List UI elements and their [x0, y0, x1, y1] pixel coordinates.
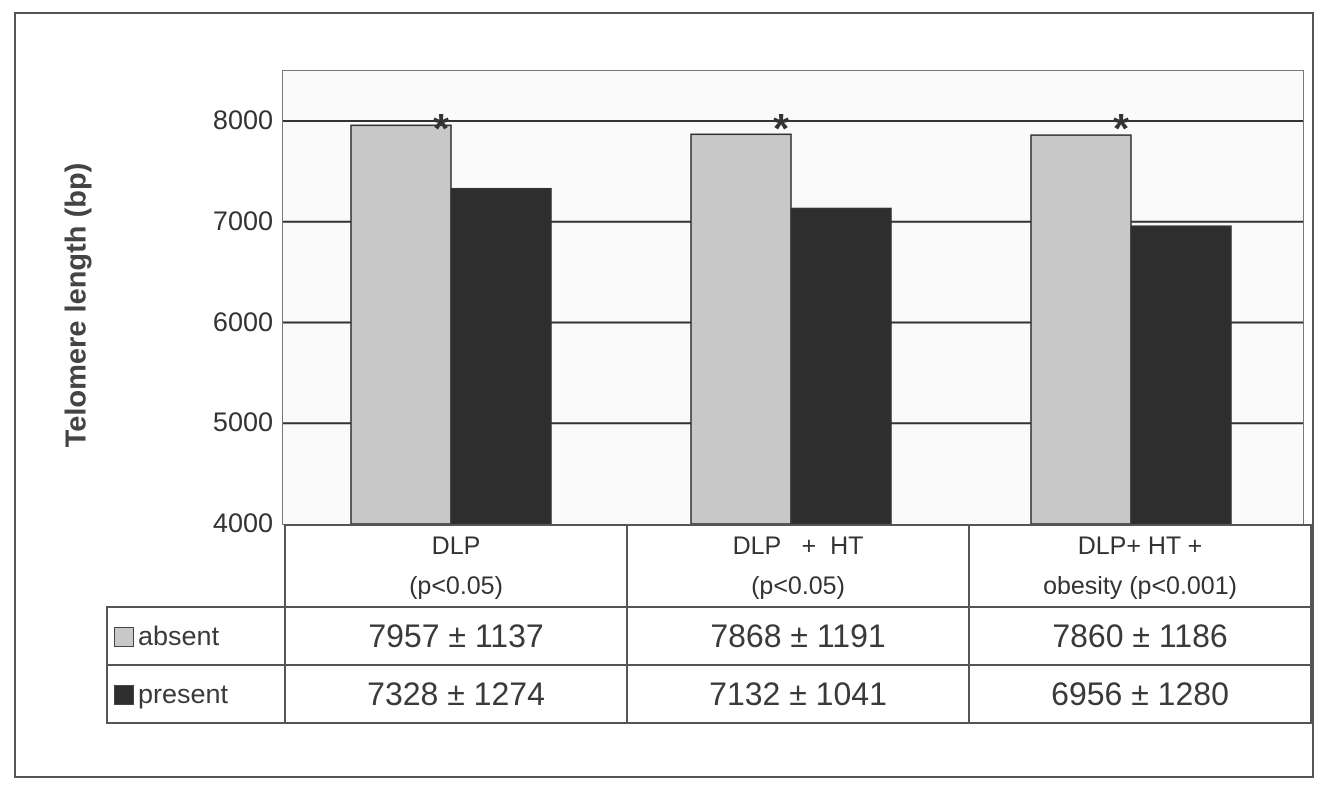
category-label-0-line2: (p<0.05): [409, 572, 503, 600]
category-label-2: DLP+ HT + obesity (p<0.001): [968, 524, 1312, 608]
y-tick-label: 6000: [212, 306, 273, 337]
bar-chart: * * *: [283, 105, 1303, 525]
legend-swatch-present: [114, 685, 134, 706]
plot-area: * * *: [282, 70, 1304, 525]
data-table: DLP (p<0.05) DLP + HT (p<0.05) DLP+ HT +…: [106, 524, 1312, 724]
category-label-2-line1: DLP+ HT +: [1077, 532, 1203, 560]
table-cell: 7328 ± 1274: [284, 664, 628, 724]
legend-entry-absent: absent: [106, 606, 286, 666]
table-cell: 6956 ± 1280: [968, 664, 1312, 724]
y-axis-label-container: Telomere length (bp): [52, 125, 102, 485]
y-tick-label: 7000: [212, 205, 273, 236]
table-cell: 7868 ± 1191: [626, 606, 970, 666]
category-label-2-line2: obesity (p<0.001): [1043, 572, 1237, 600]
bar-absent: [350, 124, 452, 525]
legend-label-present: present: [138, 678, 229, 709]
category-label-0-line1: DLP: [431, 532, 481, 560]
category-label-1-line2: (p<0.05): [751, 572, 845, 600]
bar-present: [790, 207, 892, 525]
bar-absent: [1030, 134, 1132, 525]
table-row-absent: absent 7957 ± 1137 7868 ± 1191 7860 ± 11…: [106, 606, 1312, 666]
bar-absent: [690, 133, 792, 525]
table-corner: [107, 525, 286, 608]
category-label-1: DLP + HT (p<0.05): [626, 524, 970, 608]
legend-swatch-absent: [114, 627, 134, 648]
category-label-0: DLP (p<0.05): [284, 524, 628, 608]
table-cell: 7957 ± 1137: [284, 606, 628, 666]
y-axis-label: Telomere length (bp): [60, 162, 93, 448]
legend-entry-present: present: [106, 664, 286, 724]
bar-present: [450, 187, 552, 525]
significance-marker: *: [1113, 105, 1130, 152]
y-tick-label: 8000: [212, 105, 273, 135]
significance-marker: *: [433, 105, 450, 152]
bar-present: [1130, 225, 1232, 525]
table-cell: 7132 ± 1041: [626, 664, 970, 724]
category-label-1-line1: DLP + HT: [732, 532, 864, 560]
table-row-present: present 7328 ± 1274 7132 ± 1041 6956 ± 1…: [106, 664, 1312, 724]
significance-marker: *: [773, 105, 790, 152]
table-cell: 7860 ± 1186: [968, 606, 1312, 666]
category-row: DLP (p<0.05) DLP + HT (p<0.05) DLP+ HT +…: [107, 524, 1312, 608]
legend-label-absent: absent: [138, 620, 220, 651]
y-tick-label: 5000: [212, 407, 273, 438]
